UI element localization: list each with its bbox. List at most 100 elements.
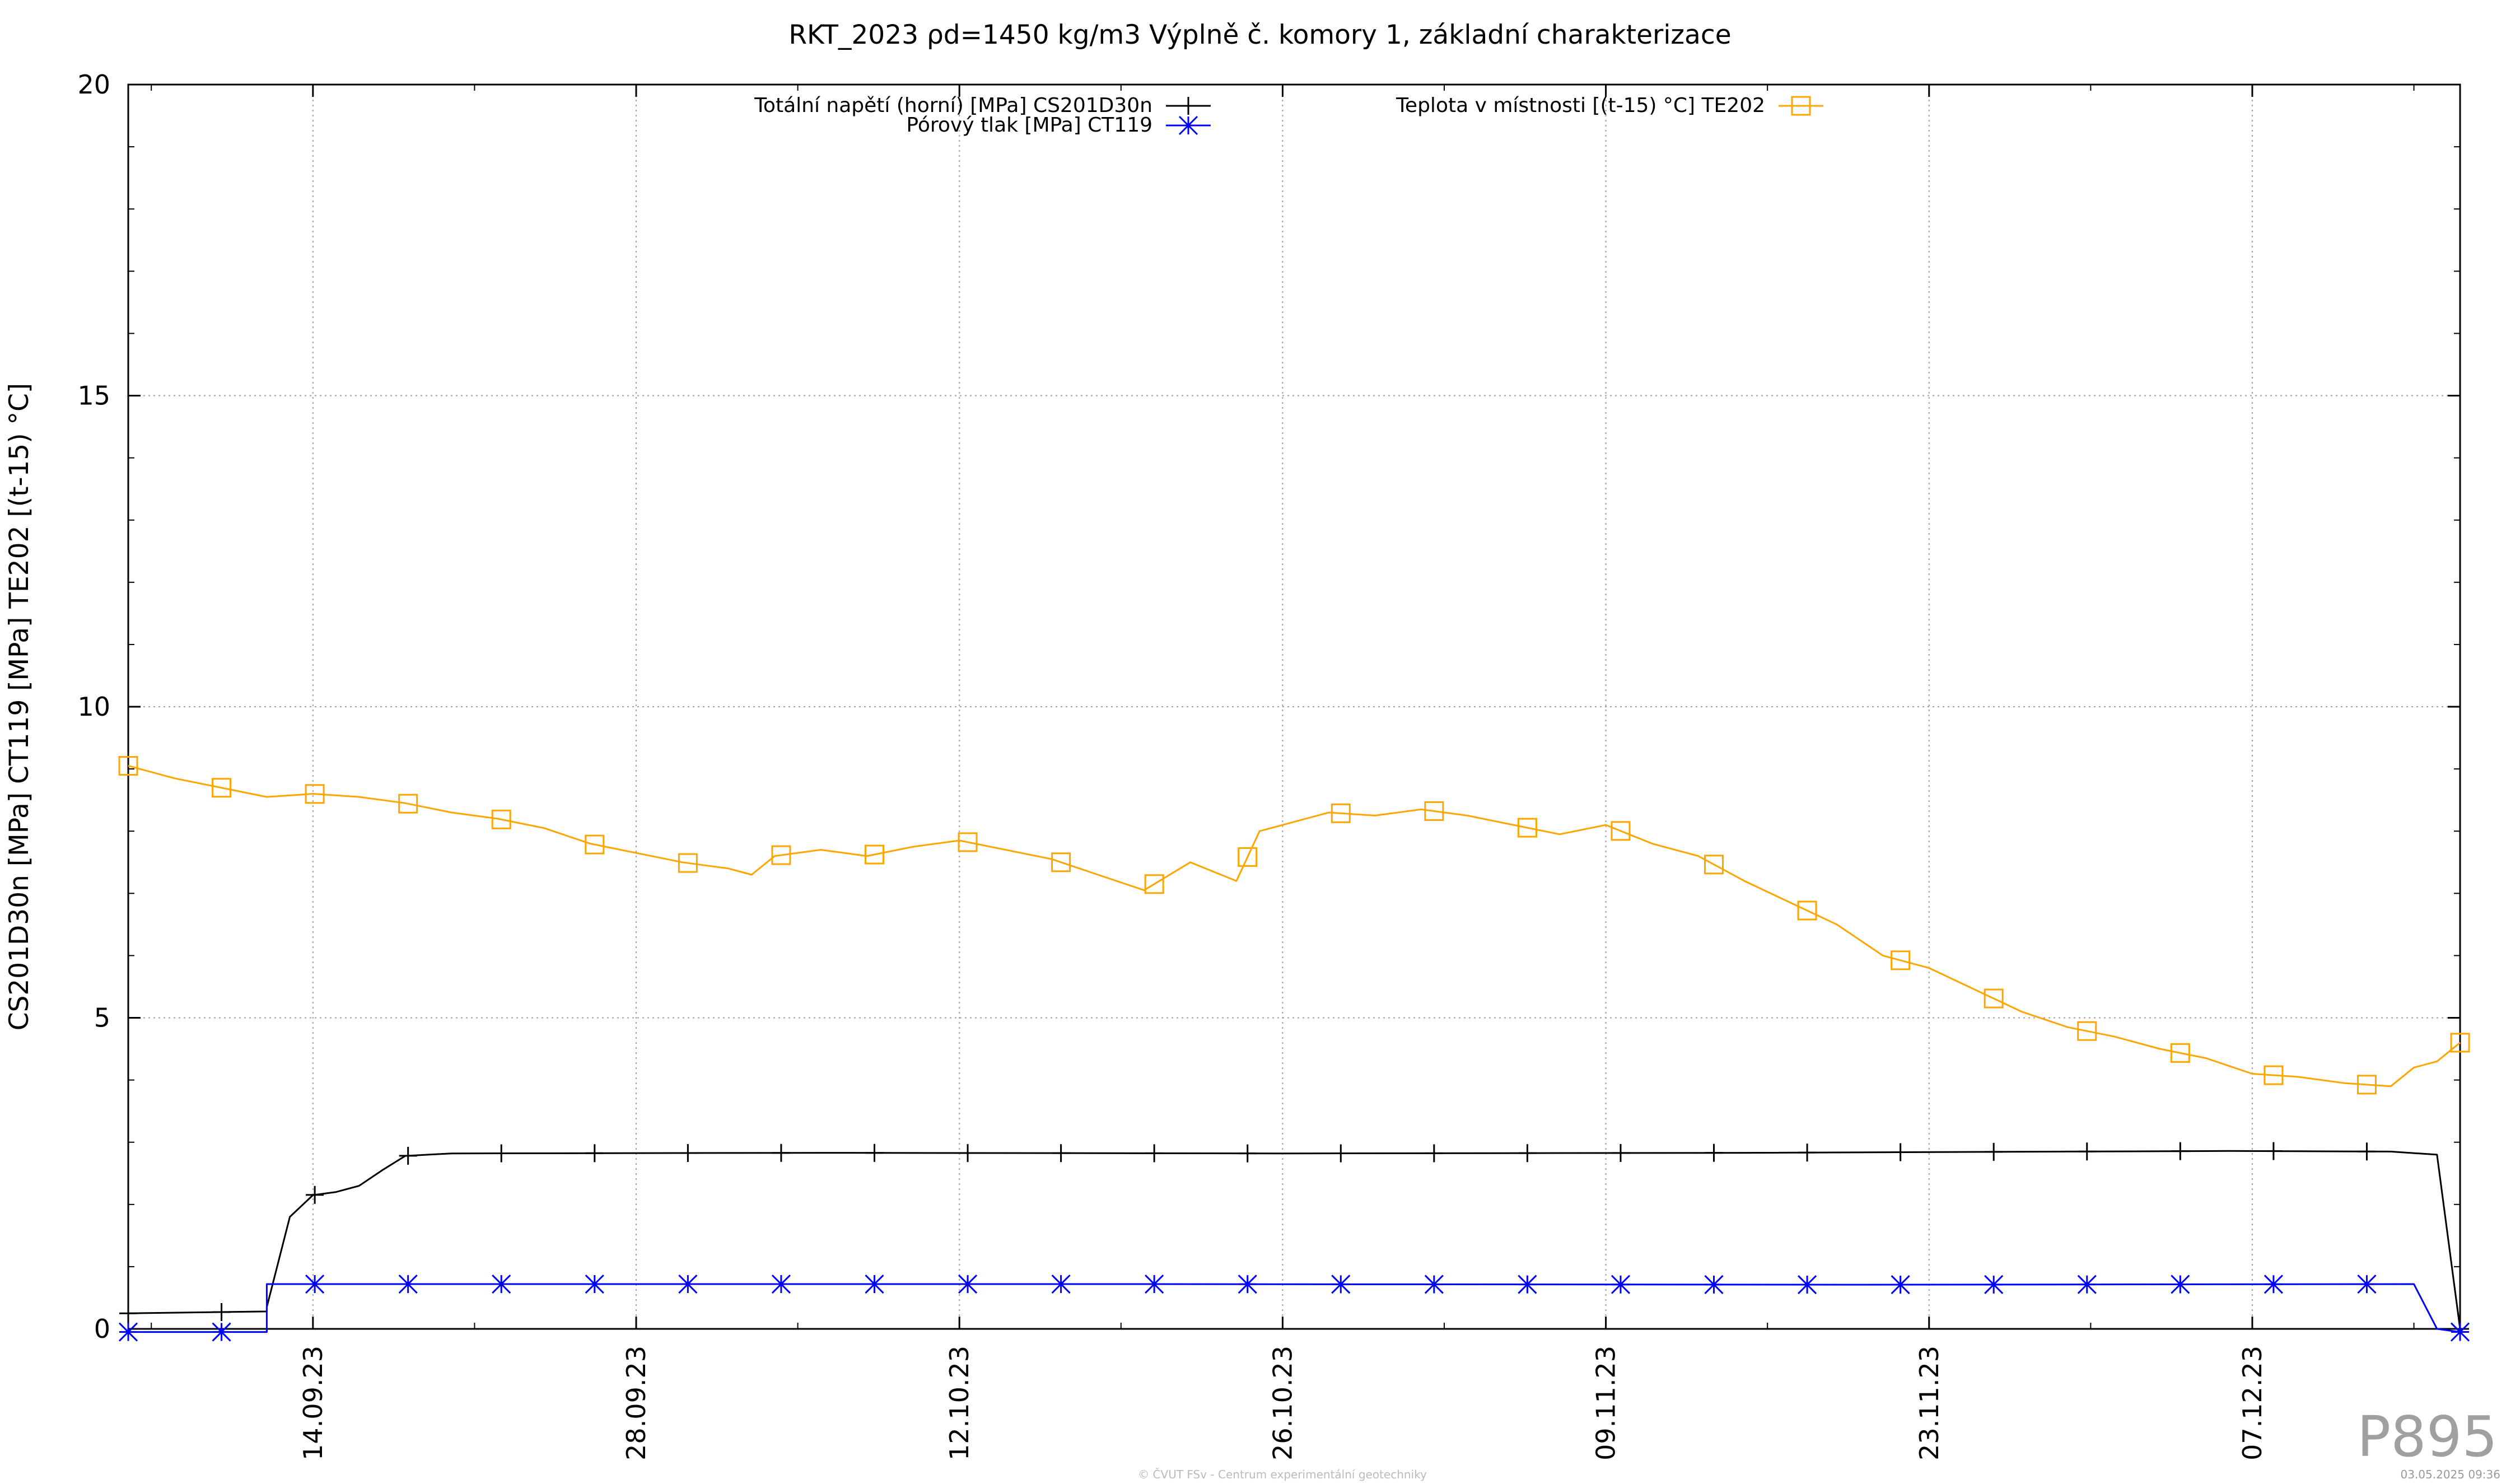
data-point — [864, 844, 884, 865]
data-point — [958, 832, 978, 852]
legend-label: Pórový tlak [MPa] CT119 — [906, 114, 1152, 137]
x-tick-label: 07.12.23 — [2237, 1346, 2267, 1460]
legend-marker — [1791, 96, 1811, 116]
watermark: P895 — [2357, 1404, 2498, 1469]
footer-credit: © ČVUT FSv - Centrum experimentální geot… — [1138, 1468, 1427, 1481]
data-point — [1424, 801, 1444, 821]
data-point — [398, 1274, 418, 1294]
y-tick-label: 10 — [77, 692, 110, 722]
x-tick-label: 23.11.23 — [1914, 1346, 1944, 1460]
data-point — [1611, 1144, 1630, 1162]
legend: Totální napětí (horní) [MPa] CS201D30nPó… — [754, 94, 1823, 137]
data-point — [772, 1144, 790, 1162]
data-point — [2171, 1275, 2190, 1294]
data-point — [2264, 1142, 2283, 1160]
data-point — [212, 1303, 231, 1321]
data-point — [1424, 1275, 1444, 1294]
data-point — [1052, 1144, 1070, 1163]
data-point — [2357, 1275, 2377, 1294]
data-point — [1517, 818, 1537, 838]
x-tick-label: 14.09.23 — [298, 1346, 328, 1460]
data-point — [491, 809, 511, 829]
data-point — [1984, 988, 2004, 1009]
data-point — [1798, 1144, 1817, 1162]
data-point — [305, 784, 325, 804]
series-line — [128, 1283, 2461, 1333]
data-point — [1611, 821, 1631, 841]
data-point — [1891, 950, 1911, 970]
data-point — [1797, 900, 1817, 921]
data-point — [306, 1186, 324, 1204]
x-tick-label: 28.09.23 — [621, 1346, 651, 1460]
data-point — [2450, 1033, 2470, 1053]
data-point — [119, 1304, 137, 1323]
data-point — [1145, 1144, 1164, 1163]
y-tick-label: 5 — [94, 1003, 110, 1033]
series-layer — [118, 756, 2470, 1342]
data-point — [865, 1144, 884, 1162]
data-point — [118, 1322, 138, 1342]
data-point — [1238, 847, 1258, 867]
data-point — [1704, 855, 1724, 875]
data-point — [1238, 1144, 1257, 1163]
data-point — [2356, 1075, 2377, 1095]
y-tick-label: 20 — [77, 69, 110, 100]
chart-title: RKT_2023 ρd=1450 kg/m3 Výplně č. komory … — [788, 20, 1731, 50]
data-point — [1798, 1275, 1817, 1295]
data-point — [958, 1274, 978, 1294]
data-point — [2171, 1142, 2190, 1160]
y-axis-label: CS201D30n [MPa] CT119 [MPa] TE202 [(t-15… — [4, 383, 35, 1031]
grid — [128, 85, 2460, 1329]
data-point — [1332, 1144, 1350, 1163]
legend-marker — [1178, 115, 1198, 136]
data-point — [2170, 1043, 2190, 1063]
data-point — [678, 853, 698, 873]
data-point — [212, 778, 232, 798]
data-point — [959, 1144, 977, 1162]
data-point — [1518, 1275, 1537, 1294]
series-2 — [118, 756, 2470, 1095]
data-point — [585, 1274, 604, 1294]
data-point — [1985, 1142, 2003, 1161]
x-tick-label: 12.10.23 — [944, 1346, 974, 1460]
data-point — [585, 834, 605, 855]
data-point — [1704, 1275, 1724, 1294]
data-point — [1145, 1274, 1164, 1294]
data-point — [1611, 1275, 1631, 1294]
data-point — [398, 794, 418, 814]
data-point — [2077, 1021, 2097, 1041]
footer-timestamp: 03.05.2025 09:36 — [2400, 1468, 2500, 1481]
legend-label: Teplota v místnosti [(t-15) °C] TE202 — [1396, 94, 1765, 117]
data-point — [1331, 1275, 1351, 1294]
data-point — [305, 1274, 325, 1294]
data-point — [1891, 1275, 1910, 1295]
data-point — [1984, 1275, 2004, 1294]
x-tick-label: 09.11.23 — [1591, 1346, 1621, 1460]
data-point — [865, 1274, 884, 1294]
data-point — [492, 1144, 511, 1163]
data-point — [678, 1274, 698, 1294]
series-1 — [118, 1274, 2470, 1342]
data-point — [1518, 1144, 1537, 1163]
data-point — [2358, 1142, 2376, 1161]
data-point — [1425, 1144, 1443, 1163]
data-point — [1705, 1144, 1723, 1162]
data-point — [771, 1274, 791, 1294]
data-point — [585, 1144, 604, 1163]
data-point — [1891, 1143, 1910, 1161]
data-point — [771, 845, 791, 865]
y-tick-label: 0 — [94, 1314, 110, 1344]
data-point — [399, 1146, 417, 1165]
x-tick-label: 26.10.23 — [1267, 1346, 1298, 1460]
data-point — [212, 1322, 231, 1342]
data-point — [118, 756, 138, 776]
data-point — [1331, 803, 1351, 823]
y-axis: 0 5 10 15 20 — [77, 69, 2460, 1344]
series-line — [128, 765, 2461, 1088]
y-tick-label: 15 — [77, 381, 110, 411]
data-point — [2077, 1275, 2097, 1294]
x-axis: 14.09.23 28.09.23 12.10.23 26.10.23 09.11.23… — [151, 85, 2415, 1460]
data-point — [1144, 874, 1164, 894]
series-0 — [119, 1142, 2469, 1338]
